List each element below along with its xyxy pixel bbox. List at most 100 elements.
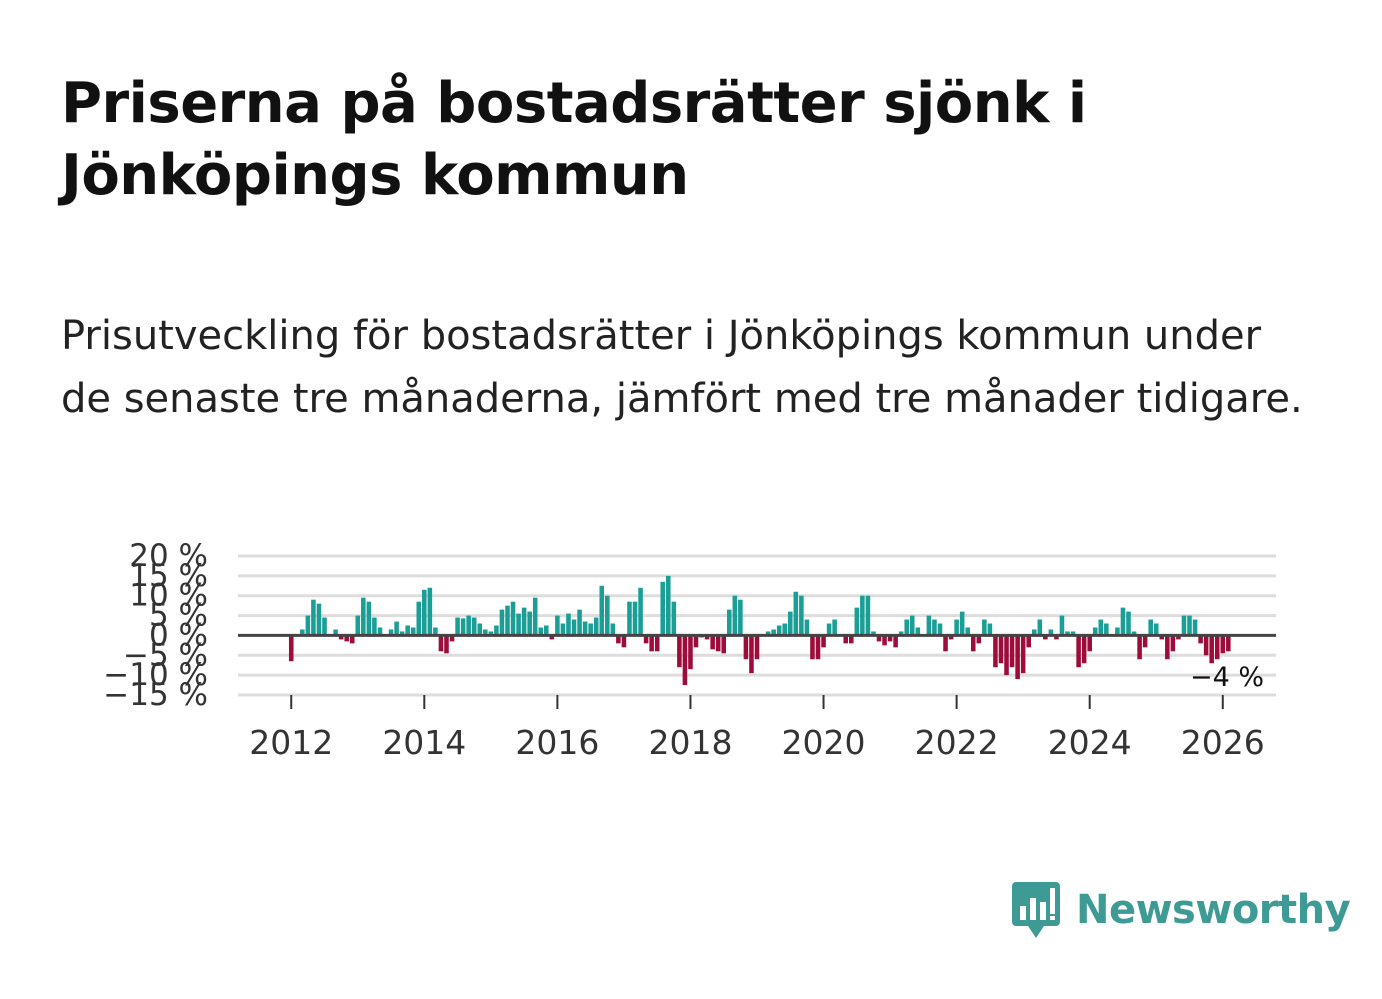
bar: [677, 635, 682, 668]
y-tick-label: 5 %: [149, 598, 208, 634]
bar: [810, 635, 815, 660]
bar: [560, 623, 566, 636]
bar: [566, 613, 571, 636]
bar: [860, 595, 865, 636]
last-value-label: −4 %: [1190, 662, 1264, 693]
bar: [599, 585, 605, 636]
bar: [1115, 627, 1120, 636]
bar: [1214, 635, 1220, 660]
bar: [776, 625, 782, 636]
bar: [660, 581, 666, 636]
bar: [704, 635, 710, 640]
bar: [771, 629, 776, 636]
bar: [510, 601, 516, 636]
bar: [843, 635, 848, 644]
bar: [405, 625, 410, 636]
bar: [466, 615, 471, 636]
bar: [1209, 635, 1214, 664]
bar: [976, 635, 982, 644]
bar: [311, 599, 316, 636]
bar: [1170, 635, 1176, 652]
bar: [654, 635, 660, 652]
bar: [765, 631, 771, 636]
bar: [410, 627, 416, 636]
bar: [1153, 623, 1159, 636]
bar: [610, 623, 616, 636]
bar: [643, 635, 649, 644]
bar: [826, 623, 832, 636]
bar: [1226, 635, 1231, 652]
bar: [544, 625, 549, 636]
bar: [865, 595, 871, 636]
bar: [715, 635, 721, 652]
bar: [993, 635, 998, 668]
bar: [388, 629, 394, 636]
bar: [1104, 623, 1109, 636]
bar: [854, 607, 860, 636]
bar: [749, 635, 754, 674]
bar: [349, 635, 355, 644]
bar: [1181, 615, 1187, 636]
bar: [288, 635, 294, 662]
bar: [1176, 635, 1181, 640]
bar: [876, 635, 882, 642]
y-tick-label: 0 %: [149, 617, 208, 653]
bar: [338, 635, 344, 640]
chart-subtitle: Prisutveckling för bostadsrätter i Jönkö…: [61, 313, 1303, 422]
y-tick-label: −5 %: [123, 637, 208, 673]
bar: [948, 635, 954, 640]
bar: [871, 631, 876, 636]
bar: [1070, 631, 1076, 636]
x-tick-label: 2018: [648, 723, 732, 762]
bar: [438, 635, 444, 652]
bar: [1054, 635, 1059, 640]
bar: [887, 635, 893, 642]
bar: [582, 621, 588, 636]
bars: [288, 575, 1231, 686]
bar: [1020, 635, 1026, 674]
y-axis-labels: 20 %15 %10 %5 %0 %−5 %−10 %−15 %: [103, 538, 208, 713]
bar: [1098, 619, 1104, 636]
bar: [815, 635, 821, 660]
bar: [943, 635, 948, 652]
x-tick-label: 2022: [915, 723, 999, 762]
bar: [577, 609, 582, 636]
bar: [671, 601, 677, 636]
bar: [377, 627, 383, 636]
bar: [499, 609, 505, 636]
bar: [1131, 631, 1137, 636]
bar: [904, 619, 909, 636]
bar: [1015, 635, 1020, 680]
bar: [505, 605, 510, 636]
bar: [965, 627, 970, 636]
bar: [477, 623, 483, 636]
bar: [987, 623, 993, 636]
bar: [1203, 635, 1209, 656]
bar: [832, 619, 837, 636]
x-tick-label: 2016: [515, 723, 599, 762]
bar: [649, 635, 654, 652]
bar: [710, 635, 715, 650]
bar: [555, 615, 560, 636]
bar: [970, 635, 976, 652]
bar: [982, 619, 987, 636]
bar: [1159, 635, 1165, 640]
bar: [788, 611, 793, 636]
bar: [344, 635, 349, 642]
bar: [793, 591, 799, 636]
bar: [688, 635, 693, 670]
y-tick-label: −15 %: [103, 677, 208, 713]
bar: [316, 603, 322, 636]
bar: [444, 635, 449, 654]
y-tick-label: −10 %: [103, 657, 208, 693]
bar: [1137, 635, 1142, 660]
bar: [322, 617, 327, 636]
bar: [1192, 619, 1198, 636]
bar: [605, 595, 610, 636]
bar: [516, 613, 521, 636]
bar: [549, 635, 555, 640]
bar: [915, 627, 921, 636]
bar: [588, 623, 593, 636]
logo-text: Newsworthy: [1076, 887, 1351, 933]
y-tick-label: 15 %: [129, 558, 208, 594]
